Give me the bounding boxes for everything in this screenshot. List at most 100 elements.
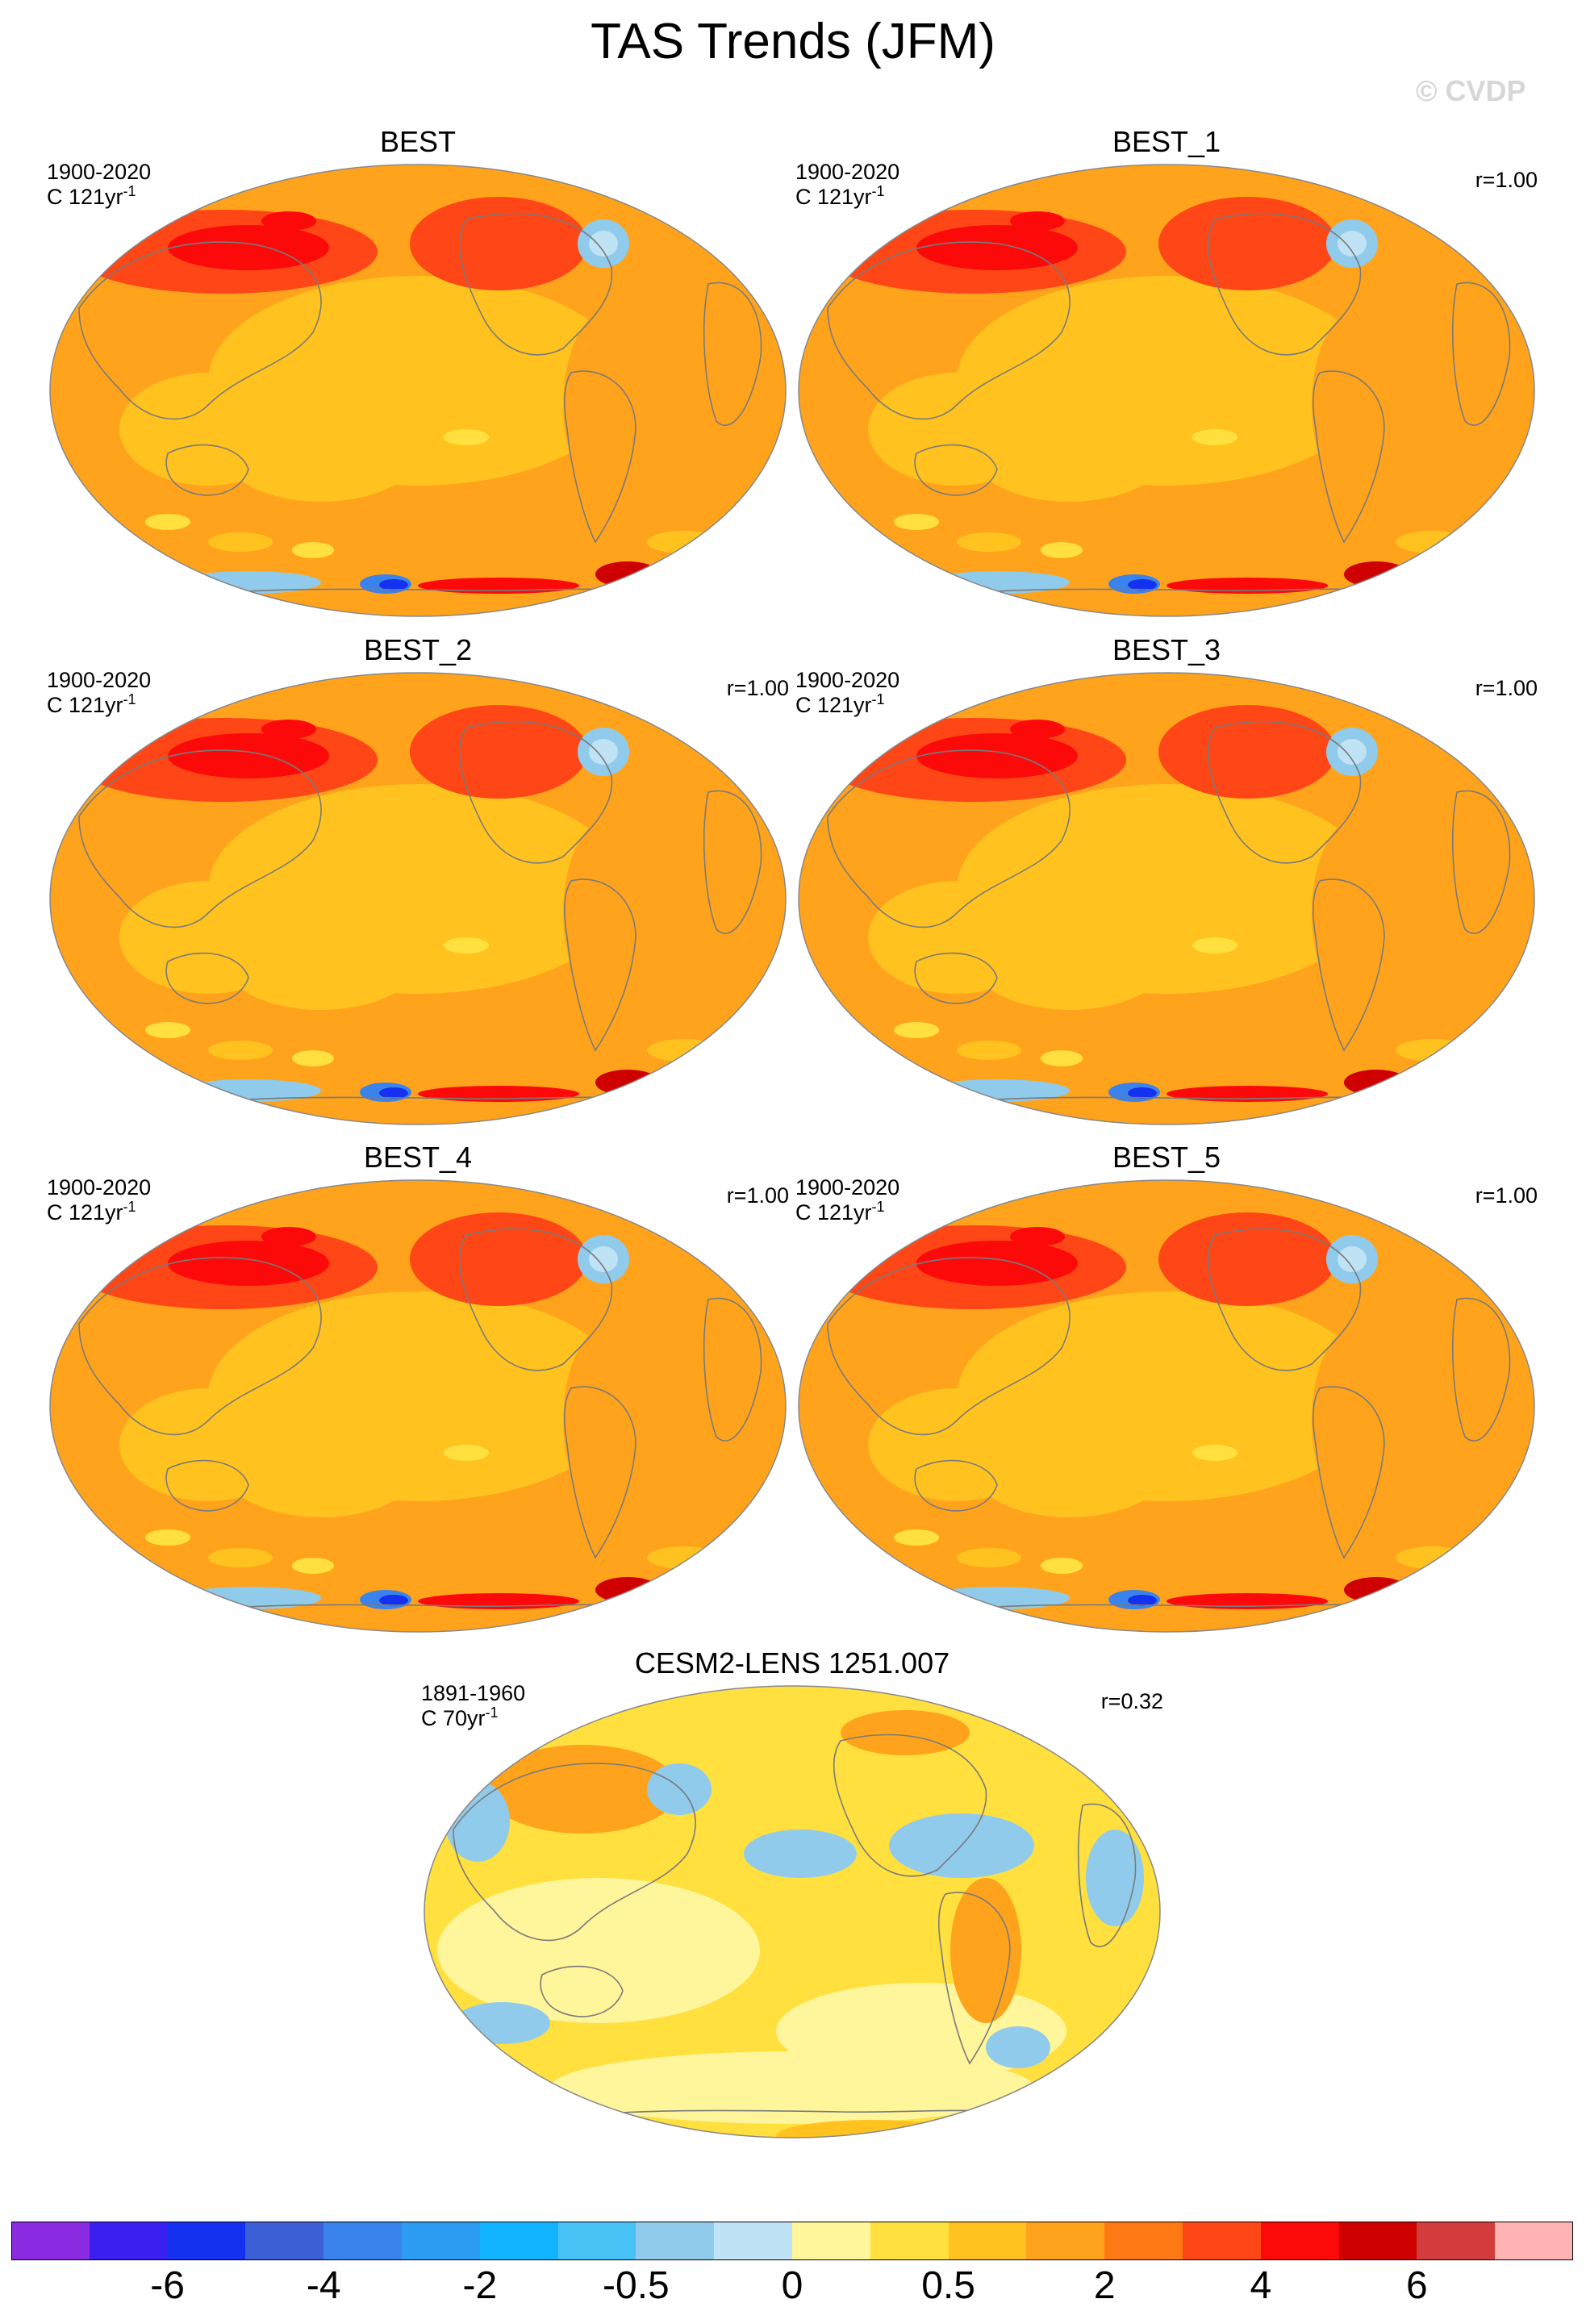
panel-units: C 121yr-1 [795,691,885,718]
map-border [49,1179,787,1633]
southern-ocean-warming-patch [208,532,273,552]
panel-units-exponent: -1 [123,183,136,199]
north-atlantic-cooling-core [589,1246,618,1272]
robinson-map [798,164,1535,617]
asia-coastline [827,241,1071,420]
antarctic-strong-cooling-core [1128,1595,1157,1606]
light-warming-patch [292,1050,334,1066]
panel-units-exponent: -1 [123,1199,136,1215]
south-america-coastline [1312,1386,1385,1559]
south-america-coastline [563,1386,636,1559]
siberia-strong-warming-region [168,733,329,778]
north-america-coastline [459,720,613,864]
map-panel: BEST 1900-2020 C 121yr-1 [47,124,789,640]
light-warming-patch [444,429,489,445]
southern-ocean-warming-patch [647,531,721,553]
panel-units-exponent: -1 [871,183,885,199]
light-warming-patch [1041,1050,1083,1066]
north-america-coastline [1208,720,1362,864]
south-america-coastline [937,1892,1011,2065]
colorbar-tick-label: 6 [1406,2264,1428,2307]
panel-units-exponent: -1 [871,691,885,707]
light-warming-patch [1192,937,1237,953]
siberia-strong-warming-region [916,1241,1078,1286]
antarctic-strong-cooling-core [1128,579,1157,590]
australia-coastline [914,444,998,496]
colorbar-tick-label: 2 [1093,2264,1116,2307]
antarctic-strong-cooling-core [379,1087,408,1099]
arctic-warming-region [261,720,316,739]
panel-period: 1891-1960 [421,1681,526,1705]
south-america-warming-region [950,1878,1021,2023]
antarctic-strong-cooling-core [1128,1087,1157,1099]
antarctic-warming-region [1167,578,1328,594]
panel-title: BEST_4 [363,1141,473,1174]
light-warming-patch [1041,1558,1083,1574]
panel-units: C 121yr-1 [795,1200,885,1225]
map-panel: CESM2-LENS 1251.007 1891-1960 C 70yr-1 r=0.… [421,1646,1163,2162]
robinson-map [424,1685,1161,2138]
north-atlantic-cooling-core [589,231,618,257]
australia-coastline [540,1965,624,2017]
colorbar-tick-label: -6 [150,2264,185,2307]
southern-ocean-warming-patch [957,532,1021,552]
colorbar-swatch [792,2222,871,2260]
antarctic-strong-cooling-core [379,1595,408,1606]
panel-period: 1900-2020 [795,668,900,692]
asia-coastline [827,749,1071,928]
southern-ocean-warming-patch [1396,1546,1470,1569]
panel-units: C 121yr-1 [47,183,136,210]
light-warming-patch [444,1445,489,1461]
siberia-strong-warming-region [168,1241,329,1286]
arctic-warming-region [1010,720,1065,739]
africa-europe-coastline [1451,790,1511,934]
colorbar-swatch [402,2222,481,2260]
panel-units: C 70yr-1 [421,1704,499,1731]
indian-ocean-warming-region [868,373,1046,486]
africa-europe-coastline [1077,1803,1137,1947]
panel-period: 1900-2020 [47,1175,152,1200]
trend-field [50,1180,786,1632]
colorbar-swatch [11,2222,90,2260]
africa-europe-coastline [703,282,762,426]
trend-field [424,1686,1160,2138]
panel-units-exponent: -1 [485,1704,499,1721]
north-atlantic-cooling-core [1338,739,1367,765]
panel-correlation: r=1.00 [726,1183,789,1208]
north-america-coastline [459,1228,613,1371]
south-america-coastline [1312,370,1385,544]
colorbar-swatch [89,2222,169,2260]
light-warming-patch [145,1529,190,1546]
arctic-warming-region [261,211,316,231]
panel-correlation: r=1.00 [726,676,789,700]
panel-units-exponent: -1 [871,1199,885,1215]
north-america-strong-warming-region [1158,1212,1336,1306]
colorbar-tick-label: -2 [462,2264,498,2307]
panel-period: 1900-2020 [47,160,152,184]
south-america-coastline [563,878,636,1052]
trend-field [799,165,1534,616]
antarctic-warming-region [1167,1086,1328,1102]
siberia-strong-warming-region [916,733,1078,778]
map-panel: BEST_5 1900-2020 C 121yr-1 r=1.00 [795,1140,1538,1656]
panel-units-exponent: -1 [123,691,136,707]
africa-europe-coastline [1451,282,1511,426]
north-atlantic-cooling-core [589,739,618,765]
north-atlantic-cooling-core [1338,231,1367,257]
australia-coastline [914,952,998,1004]
colorbar-swatch [245,2222,324,2260]
map-panel: BEST_3 1900-2020 C 121yr-1 r=1.00 [795,632,1538,1149]
colorbar-tick-label: -4 [306,2264,341,2307]
australia-coastline [165,952,249,1004]
panel-units-text: C 121yr [795,1200,872,1225]
central-pacific-cooling-region [744,1830,857,1878]
americas-warming-region [563,1324,660,1517]
trend-field [799,1180,1534,1632]
americas-warming-region [1312,308,1409,502]
colorbar-tick-label: 0.5 [921,2264,975,2307]
indian-ocean-warming-region [119,881,297,994]
panel-correlation: r=0.32 [1100,1689,1163,1713]
asia-coastline [453,1763,696,1942]
light-warming-patch [1041,542,1083,558]
antarctic-warming-region [418,1086,579,1102]
